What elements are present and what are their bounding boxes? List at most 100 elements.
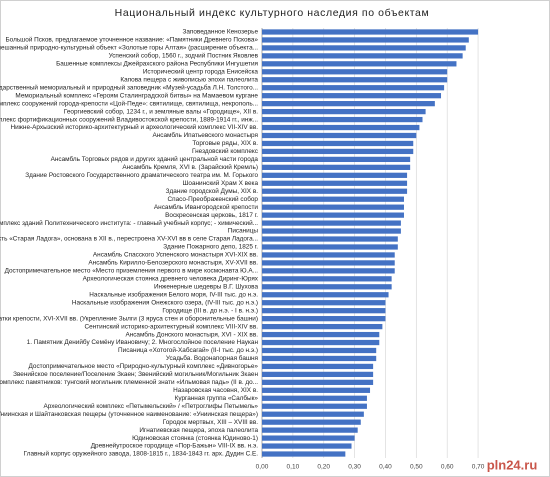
x-tick-label: 0,50: [410, 464, 423, 471]
y-tick-label: Мемориальный комплекс «Героям Сталинград…: [15, 91, 258, 99]
bar: [262, 172, 408, 178]
y-tick-label: Достопримечательное место «Природно-куль…: [29, 362, 259, 370]
bar: [262, 124, 420, 131]
y-tick-label: Усадьба. Водонапорная башня: [166, 354, 259, 362]
bar: [262, 411, 364, 417]
bar: [262, 85, 445, 91]
y-tick-label: Здание городской Думы, XIX в.: [166, 187, 259, 195]
y-tick-label: Археологическая стоянка древнего человек…: [83, 276, 259, 283]
bar: [262, 132, 417, 139]
bar: [262, 196, 404, 202]
bar: [262, 29, 479, 35]
bar: [262, 395, 367, 401]
bar: [262, 77, 448, 83]
y-tick-label: Городок мертвых, XIII – XVIII вв.: [163, 419, 259, 426]
y-tick-label: Большой Псков, предлагаемое уточненное н…: [5, 36, 258, 44]
y-tick-label: Комплекс фортификационных сооружений Вла…: [0, 115, 258, 123]
bar: [262, 53, 463, 59]
bar: [262, 347, 377, 354]
y-tick-label: Исторический центр города Енисейска: [143, 67, 259, 75]
y-tick-label: 1. Памятник Денийбу Семёну Ивановичу; 2.…: [27, 338, 259, 346]
bar: [262, 379, 374, 385]
bar: [262, 45, 466, 51]
y-tick-label: Государственный мемориальный и природный…: [0, 83, 258, 91]
y-tick-label: Древнейутроское городище «Пор-Бажын» VII…: [91, 442, 258, 450]
bar: [262, 435, 355, 441]
bar: [262, 363, 374, 370]
y-tick-label: Торговые ряды, XIX в.: [192, 140, 258, 147]
y-tick-label: Инженерные шедевры В.Г. Шухова: [154, 283, 259, 290]
bar: [262, 252, 395, 258]
x-tick-label: 0,10: [287, 464, 300, 471]
y-tick-label: Сентинский историко-архитектурный компле…: [85, 322, 259, 330]
y-tick-label: Ансамбль Кремля, XVI в. (Зарайский Кремл…: [122, 163, 258, 171]
y-tick-label: Наскальные изображения Белого моря, IV-I…: [89, 290, 258, 298]
bar: [262, 148, 414, 155]
x-tick-label: 0,40: [379, 464, 392, 471]
bar: [262, 37, 469, 43]
bar: [262, 292, 389, 298]
y-tick-label: Писаницы: [228, 228, 259, 235]
bar: [262, 331, 380, 338]
bar: [262, 284, 392, 290]
y-tick-label: Археологический комплекс «Петымельский» …: [43, 402, 258, 410]
y-tick-label: Заповеданное Кенозерье: [182, 29, 258, 36]
bar: [262, 164, 411, 170]
y-tick-label: Успенский собор, 1560 г., зодчий Постник…: [109, 52, 259, 60]
bar: [262, 101, 435, 107]
bar: [262, 69, 448, 75]
y-tick-label: Комплекс сооружений города-крепости «Цой…: [0, 99, 258, 107]
y-tick-label: Назаровская часовня, XIX в.: [173, 387, 258, 394]
y-tick-label: Звенийское поселение/Поселение Зкаен; Зв…: [13, 370, 258, 378]
x-tick-label: 0,60: [441, 464, 454, 471]
y-tick-label: Остатки крепости, XVI-XVII вв. (Укреплен…: [0, 314, 258, 322]
y-tick-label: Шоанинский Храм X века: [183, 179, 259, 187]
bar: [262, 116, 423, 123]
y-tick-label: Смешанный природно-культурный объект «Зо…: [0, 44, 258, 52]
bar: [262, 451, 346, 457]
x-tick-label: 0,20: [317, 464, 330, 471]
bar: [262, 371, 374, 378]
bar: [262, 339, 380, 346]
bar: [262, 180, 408, 186]
bar: [262, 108, 426, 115]
y-tick-label: Наскальные изображения Онежского озера, …: [72, 298, 258, 306]
y-tick-label: Курганная группа «Салбык»: [175, 394, 259, 402]
y-tick-label: Писаница «Хотогой-Хабсагай» (II-I тыс. д…: [118, 346, 258, 354]
chart-title: Национальный индекс культурного наследия…: [115, 7, 430, 19]
bar: [262, 93, 442, 99]
y-tick-label: Ансамбль Ивангородской крепости: [154, 203, 259, 211]
y-tick-label: Юдиновская стоянка (стоянка Юдиново-1): [132, 435, 258, 442]
bar: [262, 316, 386, 322]
y-tick-label: Крепость «Старая Ладога», основана в XII…: [0, 236, 258, 243]
bar: [262, 140, 414, 147]
bar: [262, 236, 398, 242]
y-tick-label: Воскресенская церковь, 1817 г.: [165, 212, 258, 219]
y-tick-label: Здание Ростовского Государственного драм…: [25, 172, 258, 179]
y-tick-label: Ансамбль Ипатьевского монастыря: [153, 131, 259, 139]
watermark: pln24.ru: [487, 457, 538, 472]
bar: [262, 204, 404, 210]
bar: [262, 212, 404, 218]
bar: [262, 387, 371, 393]
bar: [262, 355, 377, 362]
y-tick-label: Униинская и Шайтанковская пещеры (уточне…: [0, 410, 258, 418]
y-tick-label: Городище (III в. до н.э. - I в. н.э.): [162, 307, 258, 314]
y-tick-label: Ансамбль Донского монастыря, XVI - XIX в…: [125, 330, 258, 338]
bar: [262, 443, 352, 449]
y-tick-label: Нижне-Архызский историко-архитектурный и…: [10, 123, 258, 131]
bar: [262, 403, 367, 409]
y-tick-label: Главный корпус оружейного завода, 1808-1…: [24, 450, 259, 458]
y-tick-label: Спасо-Преображенский собор: [168, 195, 259, 203]
bar: [262, 323, 383, 330]
y-tick-label: Ансамбль Кирилло-Белозерского монастыря,…: [88, 259, 258, 267]
bar: [262, 419, 361, 425]
y-tick-label: Георгиевский собор, 1234 г., и земляные …: [64, 107, 258, 115]
y-tick-label: Игнатиевская пещера, эпоха палеолита: [139, 427, 258, 434]
y-tick-label: Комплекс памятников: тунгский могильник …: [0, 378, 258, 386]
y-tick-label: Здание Пожарного депо, 1825 г.: [163, 244, 258, 251]
bar: [262, 156, 411, 163]
bar: [262, 220, 401, 226]
y-tick-label: Ансамбль Торговых рядов и других зданий …: [51, 155, 259, 163]
